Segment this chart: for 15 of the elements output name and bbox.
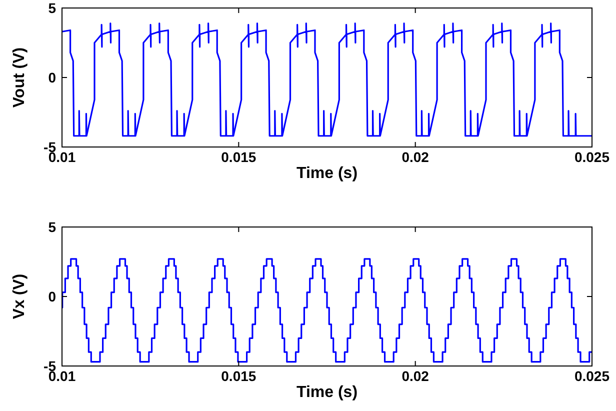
x-tick-label: 0.02	[402, 149, 430, 165]
x-axis-title: Time (s)	[296, 165, 358, 182]
x-tick-label: 0.015	[221, 149, 256, 165]
x-tick-label: 0.025	[574, 368, 610, 384]
y-tick-label: 0	[48, 70, 56, 86]
x-tick-label: 0.025	[574, 149, 610, 165]
x-tick-label: 0.02	[402, 368, 430, 384]
x-axis-title: Time (s)	[296, 384, 358, 401]
y-axis-title: Vx (V)	[11, 274, 28, 320]
y-tick-label: 5	[48, 0, 56, 16]
line-series	[61, 22, 593, 137]
y-axis-title: Vout (V)	[11, 47, 28, 108]
y-tick-label: 5	[48, 219, 56, 235]
y-tick-label: 0	[48, 288, 56, 304]
x-tick-label: 0.015	[221, 368, 256, 384]
